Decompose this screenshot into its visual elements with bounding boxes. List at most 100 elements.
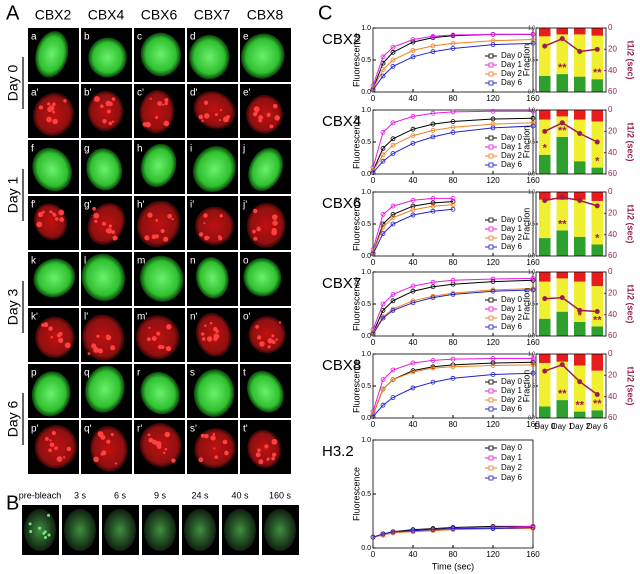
legend-label: Day 2 [501,313,522,322]
row-label: Day 1 [5,177,21,214]
y-tick-label: 0.5 [361,491,371,498]
data-point [430,203,436,209]
focus [164,98,169,103]
bar-segment [591,167,603,174]
y2-axis-label: t1/2 (sec) [626,204,636,243]
y2-tick-label: 60 [608,331,617,340]
plot-frame [535,353,607,419]
focus [210,435,216,441]
cell-letter: n [190,256,196,267]
x-tick-label: 0 [371,420,376,429]
bar-segment [574,281,586,322]
data-point [390,211,396,217]
data-point [410,369,416,375]
frame-label: pre-bleach [19,490,62,500]
y-tick-label: 1.0 [361,25,371,32]
focus [112,235,118,241]
data-point [410,197,416,203]
bar-segment [591,79,603,92]
focus [106,228,113,234]
panel-label: B [6,492,19,514]
focus [106,439,111,444]
focus [171,458,176,463]
data-point [410,37,416,42]
focus [162,103,165,106]
y-tick-label: 0.5 [361,139,371,146]
focus [271,214,278,220]
significance: ** [558,218,567,230]
data-point [530,120,536,126]
focus [253,236,258,241]
focus [36,221,43,228]
y-axis-label: Fluorescence [351,115,361,169]
cell-letter: o [243,256,249,267]
bar-segment [574,110,586,120]
data-point [410,133,416,139]
data-point [450,277,456,283]
significance: ** [593,314,602,326]
focus [93,212,100,219]
data-point [390,203,396,209]
focus [63,99,67,103]
bar-segment [591,410,603,418]
legend-marker [488,135,494,141]
focus [213,336,218,342]
focus [214,113,218,117]
focus [167,213,173,219]
focus [271,452,277,457]
x-tick-label: 0 [371,258,376,267]
data-point [370,414,376,420]
bar-segment [539,362,551,407]
bar-segment [556,230,568,256]
data-point [450,195,456,201]
legend-label: Day 1 [501,386,522,395]
data-point [430,365,436,371]
focus [267,338,274,344]
cell-letter: q [84,368,90,379]
data-point [530,123,536,129]
y-tick-label: 0.5 [528,383,535,389]
y-axis-label: Fraction [521,370,531,403]
y-axis-label: Fraction [521,126,531,159]
legend-label: Day 6 [501,322,522,331]
focus [259,341,265,347]
data-point [450,109,456,115]
bar-segment [539,406,551,418]
legend-marker [488,244,494,250]
data-point [410,140,416,146]
y-tick-label: 0.5 [361,301,371,308]
data-point [430,110,436,116]
x-tick-label: Day 0 [534,422,555,431]
data-point [530,525,536,530]
y-axis-label: Fluorescence [351,467,361,521]
x-tick-label: 120 [486,94,500,103]
focus [146,337,151,342]
legend-label: Day 0 [501,215,522,224]
focus [49,439,52,442]
legend-label: Day 0 [501,51,522,60]
cell-letter: a [31,32,37,43]
panel-label: C [318,2,332,24]
nucleus [31,371,71,417]
nucleus [85,365,125,413]
y-tick-label: 0.0 [361,333,371,340]
column-header: CBX7 [194,7,231,23]
legend-label: Day 1 [501,224,522,233]
focus [272,103,278,109]
data-point [450,46,456,51]
data-point [390,120,396,126]
focus [52,212,57,217]
y2-tick-label: 60 [608,87,617,96]
bar-segment [574,161,586,174]
bar-segment [574,119,586,162]
cell-letter: t [243,368,246,379]
data-point [390,49,396,55]
focus [47,533,51,537]
significance: ** [575,400,584,412]
focus [108,224,113,228]
significance: ** [558,388,567,400]
focus [42,210,45,214]
significance: ** [593,398,602,410]
y-tick-label: 0.0 [528,253,535,259]
y-tick-label: 1.0 [361,189,371,196]
